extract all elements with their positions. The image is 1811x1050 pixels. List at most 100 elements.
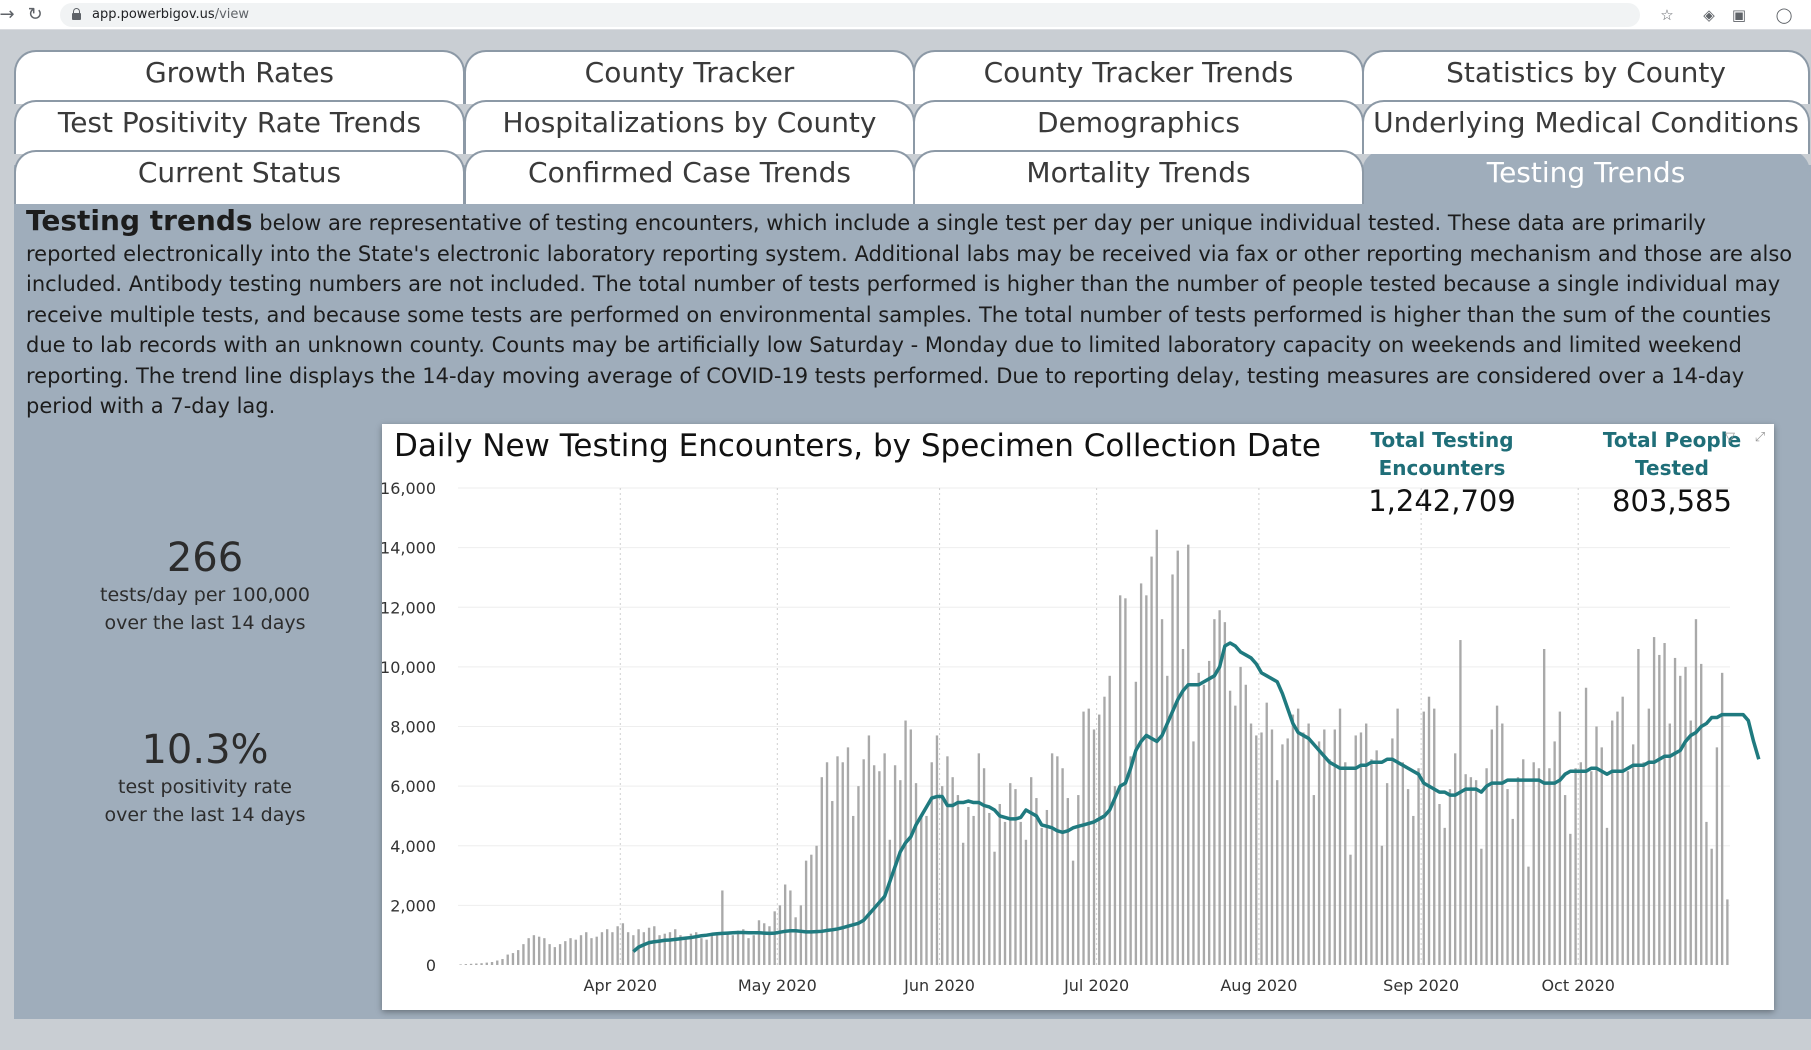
tab-confirmed-case-trends[interactable]: Confirmed Case Trends: [464, 150, 915, 204]
bar: [674, 929, 677, 965]
bar: [1365, 723, 1368, 965]
tab-growth-rates[interactable]: Growth Rates: [14, 50, 465, 104]
tab-county-tracker[interactable]: County Tracker: [464, 50, 915, 104]
total-people-label: Total People Tested: [1572, 426, 1772, 482]
extension-n-icon[interactable]: ▣: [1731, 6, 1747, 24]
bar: [595, 936, 598, 965]
bar: [1590, 771, 1593, 965]
bar: [564, 941, 567, 965]
bar: [1642, 762, 1645, 965]
bar: [1286, 738, 1289, 965]
bar: [935, 735, 939, 965]
bar: [1260, 732, 1263, 965]
bar: [1082, 711, 1085, 965]
testing-chart-card[interactable]: Daily New Testing Encounters, by Specime…: [382, 424, 1774, 1010]
reload-icon[interactable]: ↻: [27, 4, 43, 25]
bar: [1270, 729, 1274, 965]
bar: [1009, 783, 1012, 965]
bar: [1516, 777, 1520, 965]
bar: [1166, 675, 1169, 965]
bar: [543, 938, 546, 965]
bar: [820, 777, 823, 965]
bar: [852, 815, 855, 965]
bar: [794, 917, 797, 965]
bar: [1626, 771, 1630, 965]
bar: [778, 905, 782, 965]
bar: [517, 950, 520, 965]
bar: [1438, 804, 1441, 965]
bar: [941, 786, 944, 965]
bar: [1344, 762, 1347, 965]
bar: [1637, 648, 1640, 965]
bar: [1307, 723, 1310, 965]
bar: [590, 938, 593, 965]
bar: [1359, 732, 1363, 965]
bar: [1040, 827, 1043, 965]
bar: [1118, 595, 1122, 965]
bar: [1150, 556, 1153, 965]
bar: [475, 963, 478, 965]
tab-mortality-trends[interactable]: Mortality Trends: [913, 150, 1364, 204]
trend-line: [632, 641, 1761, 953]
tab-demographics[interactable]: Demographics: [913, 100, 1364, 154]
bar: [1684, 666, 1687, 965]
bar: [1296, 708, 1300, 965]
tab-test-positivity-rate-trends[interactable]: Test Positivity Rate Trends: [14, 100, 465, 154]
tab-statistics-by-county[interactable]: Statistics by County: [1362, 50, 1810, 104]
x-tick-label: Jul 2020: [1063, 976, 1129, 995]
tab-county-tracker-trends[interactable]: County Tracker Trends: [913, 50, 1364, 104]
bar: [1192, 741, 1195, 965]
bar: [1202, 684, 1206, 965]
bar: [1710, 848, 1713, 965]
bar: [469, 963, 473, 965]
address-bar[interactable]: app.powerbigov.us/view: [60, 3, 1640, 27]
bar: [1391, 738, 1394, 965]
bar: [668, 932, 672, 965]
bar: [1553, 741, 1556, 965]
bar: [1485, 768, 1488, 965]
bar: [1506, 789, 1509, 965]
bar: [1176, 550, 1179, 965]
bar: [496, 960, 499, 965]
tab-hospitalizations-by-county[interactable]: Hospitalizations by County: [464, 100, 915, 154]
bar: [694, 932, 698, 965]
x-tick-label: May 2020: [738, 976, 817, 995]
bar: [1464, 774, 1467, 965]
tab-testing-trends[interactable]: Testing Trends: [1362, 150, 1810, 210]
bar: [951, 777, 954, 965]
forward-icon[interactable]: →: [0, 4, 15, 25]
x-tick-label: Aug 2020: [1220, 976, 1297, 995]
bar: [867, 735, 871, 965]
profile-icon[interactable]: ◯: [1775, 6, 1793, 24]
bar: [1427, 696, 1431, 965]
bar: [1448, 789, 1452, 965]
bar: [506, 954, 509, 965]
bar: [742, 929, 745, 965]
extension-shield-icon[interactable]: ◈: [1703, 6, 1715, 24]
bar: [1647, 708, 1651, 965]
bar: [972, 815, 975, 965]
tab-underlying-medical-conditions[interactable]: Underlying Medical Conditions: [1362, 100, 1810, 154]
bookmark-star-icon[interactable]: ☆: [1660, 6, 1674, 24]
bar: [1244, 684, 1247, 965]
bar: [1631, 744, 1635, 965]
bar: [1715, 747, 1719, 965]
y-tick-label: 8,000: [390, 718, 436, 737]
bar: [1474, 780, 1478, 965]
bar: [464, 964, 468, 965]
bar: [1276, 780, 1279, 965]
bar: [1490, 729, 1494, 965]
bar: [846, 747, 850, 965]
bar: [1050, 753, 1054, 965]
bar: [946, 756, 949, 965]
x-tick-label: Sep 2020: [1383, 976, 1459, 995]
bar: [752, 935, 755, 965]
bar: [1056, 756, 1059, 965]
filter-icon[interactable]: ▽: [1725, 430, 1735, 445]
bar: [1705, 821, 1708, 965]
total-encounters-value: 1,242,709: [1368, 484, 1516, 518]
tab-current-status[interactable]: Current Status: [14, 150, 465, 204]
focus-mode-icon[interactable]: ⤢: [1754, 430, 1766, 445]
bar: [1145, 595, 1148, 965]
bar: [1291, 714, 1295, 965]
